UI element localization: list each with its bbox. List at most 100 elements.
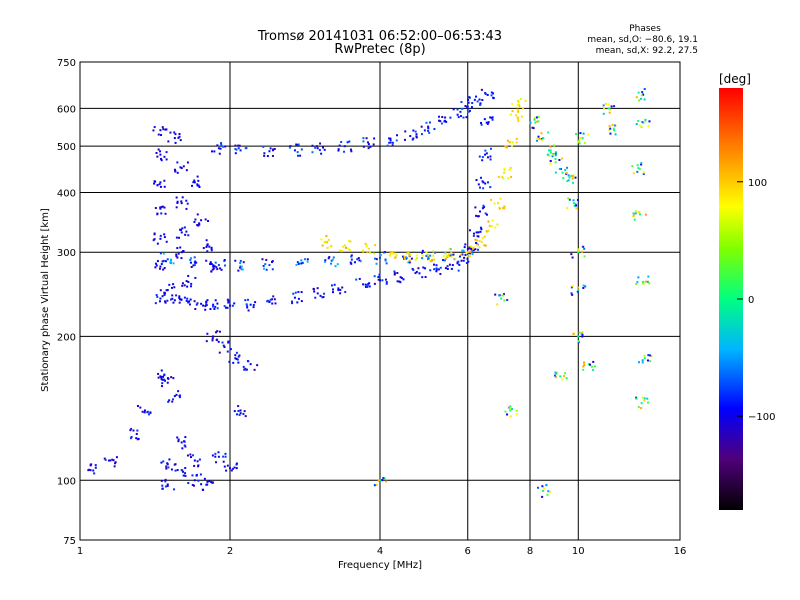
- echo-dot: [254, 301, 257, 304]
- echo-dot: [210, 481, 213, 484]
- data-point: [515, 114, 518, 117]
- echo-dot: [300, 291, 303, 294]
- echo-dot: [225, 469, 228, 472]
- x-tick-label: 8: [527, 546, 533, 557]
- echo-dot: [244, 147, 247, 150]
- echo-dot: [602, 104, 605, 107]
- echo-dot: [499, 197, 502, 200]
- echo-dot: [155, 294, 158, 297]
- echo-dot: [342, 245, 345, 248]
- echo-dot: [239, 262, 242, 265]
- echo-dot: [235, 463, 238, 466]
- echo-dot: [204, 305, 207, 308]
- x-tick-label: 16: [674, 546, 687, 557]
- echo-dot: [575, 133, 578, 136]
- echo-dot: [490, 116, 493, 119]
- echo-dot: [161, 484, 164, 487]
- echo-dot: [478, 239, 481, 242]
- echo-dot: [362, 145, 365, 148]
- echo-dot: [297, 297, 300, 300]
- echo-dot: [395, 139, 398, 142]
- echo-dot: [373, 282, 376, 285]
- echo-dot: [476, 248, 479, 251]
- echo-dot: [647, 125, 650, 128]
- echo-dot: [411, 138, 414, 141]
- data-point: [607, 107, 610, 110]
- echo-dot: [193, 264, 196, 267]
- echo-dot: [346, 141, 349, 144]
- echo-dot: [582, 368, 585, 371]
- echo-dot: [385, 262, 388, 265]
- echo-dot: [470, 250, 473, 253]
- data-point: [572, 202, 575, 205]
- echo-dot: [189, 258, 192, 261]
- echo-dot: [564, 372, 567, 375]
- echo-dot: [216, 307, 219, 310]
- echo-dot: [237, 405, 240, 408]
- echo-dot: [481, 180, 484, 183]
- echo-dot: [388, 254, 391, 257]
- echo-dot: [485, 230, 488, 233]
- echo-dot: [213, 265, 216, 268]
- echo-dot: [603, 107, 606, 110]
- echo-dot: [288, 146, 291, 149]
- echo-dot: [576, 198, 579, 201]
- echo-dot: [210, 270, 213, 273]
- echo-dot: [213, 308, 216, 311]
- echo-dot: [214, 299, 217, 302]
- echo-dot: [165, 128, 168, 131]
- echo-dot: [167, 140, 170, 143]
- echo-dot: [156, 184, 159, 187]
- echo-dot: [456, 108, 459, 111]
- echo-dot: [295, 263, 298, 266]
- echo-dot: [548, 490, 551, 493]
- echo-dot: [181, 284, 184, 287]
- echo-dot: [505, 145, 508, 148]
- echo-dot: [379, 254, 382, 257]
- echo-dot: [176, 247, 179, 250]
- echo-dot: [564, 168, 567, 171]
- echo-dot: [178, 301, 181, 304]
- chart-subtitle: RwPretec (8p): [334, 42, 425, 57]
- echo-dot: [295, 143, 298, 146]
- echo-dot: [178, 132, 181, 135]
- echo-dot: [169, 258, 172, 261]
- echo-dot: [420, 133, 423, 136]
- echo-dot: [611, 123, 614, 126]
- echo-dot: [503, 299, 506, 302]
- echo-dot: [205, 303, 208, 306]
- echo-dot: [420, 125, 423, 128]
- echo-dot: [245, 303, 248, 306]
- echo-dot: [175, 253, 178, 256]
- echo-dot: [172, 262, 175, 265]
- echo-dot: [466, 247, 469, 250]
- echo-dot: [237, 147, 240, 150]
- echo-dot: [173, 286, 176, 289]
- echo-dot: [535, 120, 538, 123]
- echo-dot: [489, 116, 492, 119]
- echo-dot: [187, 482, 190, 485]
- echo-dot: [642, 173, 645, 176]
- echo-dot: [217, 451, 220, 454]
- data-point: [399, 276, 402, 279]
- echo-dot: [590, 365, 593, 368]
- echo-dot: [196, 213, 199, 216]
- echo-dot: [385, 282, 388, 285]
- echo-dot: [219, 147, 222, 150]
- echo-dot: [475, 214, 478, 217]
- echo-dot: [210, 246, 213, 249]
- echo-dot: [224, 264, 227, 267]
- echo-dot: [368, 282, 371, 285]
- echo-dot: [183, 284, 186, 287]
- echo-dot: [475, 95, 478, 98]
- echo-dot: [587, 133, 590, 136]
- echo-dot: [271, 260, 274, 263]
- data-point: [409, 135, 412, 138]
- echo-dot: [362, 250, 365, 253]
- echo-dot: [405, 257, 408, 260]
- echo-dot: [460, 259, 463, 262]
- echo-dot: [163, 236, 166, 239]
- data-point: [193, 261, 196, 264]
- data-point: [379, 256, 381, 259]
